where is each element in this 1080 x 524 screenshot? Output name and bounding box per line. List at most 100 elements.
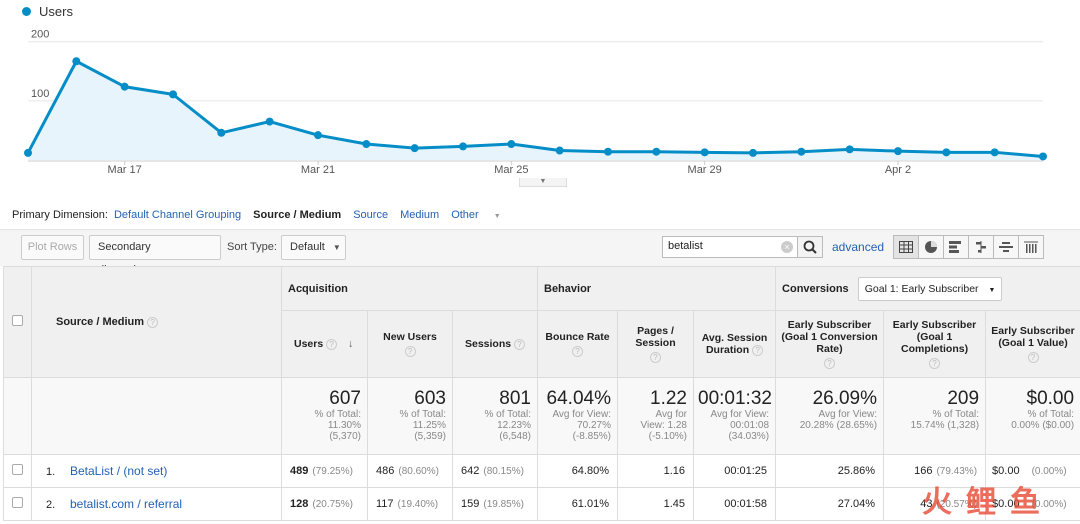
col-sessions[interactable]: Sessions ? <box>452 310 538 378</box>
help-icon[interactable]: ? <box>650 351 661 363</box>
row-source-cell: 1. BetaList / (not set) <box>31 454 282 488</box>
goal-select-dropdown[interactable]: Goal 1: Early Subscriber ▼ <box>857 276 1003 301</box>
data-point <box>217 128 226 137</box>
legend-label: Users <box>39 4 73 19</box>
col-goal1-conversion-rate[interactable]: Early Subscriber (Goal 1 Conversion Rate… <box>775 310 885 378</box>
row-bounce-rate: 61.01% <box>537 487 618 521</box>
conversions-group-header: Conversions Goal 1: Early Subscriber ▼ <box>775 266 1080 311</box>
help-icon[interactable]: ? <box>572 345 583 357</box>
data-point <box>169 90 177 99</box>
search-button[interactable] <box>797 236 823 258</box>
col-bounce-rate[interactable]: Bounce Rate? <box>537 310 618 378</box>
help-icon[interactable]: ? <box>326 338 338 350</box>
acquisition-group-header: Acquisition <box>281 266 538 311</box>
table-row: 2. betalist.com / referral 128 (20.75%) 11… <box>3 487 1080 521</box>
row-new-users: 486 (80.60%) <box>367 454 453 488</box>
row-value: $0.00 (0.00%) <box>985 487 1080 521</box>
help-icon[interactable]: ? <box>752 344 764 356</box>
row-conv-rate: 25.86% <box>775 454 885 488</box>
row-select-cell <box>3 487 32 521</box>
chevron-down-icon: ▼ <box>988 286 996 294</box>
data-point <box>72 57 81 66</box>
dim-source[interactable]: Source <box>353 209 389 221</box>
dim-medium[interactable]: Medium <box>400 209 440 221</box>
total-new-users: 603% of Total: 11.25% (5,359) <box>367 377 453 455</box>
dim-default-channel-grouping[interactable]: Default Channel Grouping <box>113 209 242 221</box>
totals-empty-cell <box>31 377 282 455</box>
col-goal1-completions[interactable]: Early Subscriber (Goal 1 Completions)? <box>883 310 987 378</box>
data-point <box>894 147 902 156</box>
sort-type-dropdown[interactable]: Default ▼ <box>281 235 346 260</box>
col-pages-session[interactable]: Pages / Session? <box>617 310 694 378</box>
x-tick-label: Mar 29 <box>688 164 722 176</box>
primary-dimension-label: Primary Dimension: <box>12 209 108 221</box>
bar-chart-icon <box>949 241 961 253</box>
pie-view-button[interactable] <box>918 235 944 259</box>
clear-search-icon[interactable]: × <box>781 241 793 253</box>
data-point <box>314 131 322 140</box>
x-tick-label: Mar 21 <box>301 164 335 176</box>
data-point <box>459 142 467 151</box>
performance-view-button[interactable] <box>943 235 969 259</box>
data-point <box>797 147 806 156</box>
row-value: $0.00 (0.00%) <box>985 454 1080 488</box>
col-users[interactable]: Users ? ↓ <box>281 310 368 378</box>
chart-legend[interactable]: Users <box>22 4 73 19</box>
term-cloud-view-button[interactable] <box>993 235 1019 259</box>
secondary-dimension-dropdown[interactable]: Secondary dimension▼ <box>89 235 221 276</box>
col-avg-duration[interactable]: Avg. Session Duration ? <box>692 310 777 378</box>
search-icon <box>803 240 817 254</box>
dimension-header[interactable]: Source / Medium ? <box>31 266 282 378</box>
row-source-link[interactable]: betalist.com / referral <box>70 497 183 511</box>
chart-plot: 200 100 Mar 17 Mar 21 Mar 25 Mar 29 Apr 2 <box>24 29 1047 176</box>
data-point <box>604 147 612 156</box>
row-users: 128 (20.75%) <box>281 487 368 521</box>
row-sessions: 159 (19.85%) <box>452 487 538 521</box>
row-source-cell: 2. betalist.com / referral <box>31 487 282 521</box>
row-source-link[interactable]: BetaList / (not set) <box>70 464 168 478</box>
data-point <box>700 148 709 157</box>
help-icon[interactable]: ? <box>404 345 416 357</box>
pivot-view-button[interactable] <box>1018 235 1044 259</box>
data-point <box>749 148 757 157</box>
collapse-chart-handle[interactable]: ▼ <box>519 178 567 187</box>
table-view-button[interactable] <box>893 235 919 259</box>
data-point <box>507 140 516 149</box>
x-tick-label: Mar 25 <box>494 164 528 176</box>
help-icon[interactable]: ? <box>929 357 941 369</box>
select-all-checkbox[interactable] <box>12 315 23 326</box>
data-point <box>410 144 419 153</box>
advanced-filter-link[interactable]: advanced <box>832 240 885 254</box>
row-checkbox[interactable] <box>12 497 23 508</box>
help-icon[interactable]: ? <box>514 338 526 350</box>
series-area <box>28 61 1043 160</box>
y-tick-label: 100 <box>31 88 49 100</box>
comparison-view-button[interactable] <box>968 235 994 259</box>
row-bounce-rate: 64.80% <box>537 454 618 488</box>
dim-other[interactable]: Other ▼ <box>451 209 501 221</box>
data-point <box>1039 152 1047 161</box>
table-search-input[interactable]: betalist <box>662 236 798 258</box>
col-goal1-value[interactable]: Early Subscriber (Goal 1 Value)? <box>985 310 1080 378</box>
total-users: 607% of Total: 11.30% (5,370) <box>281 377 368 455</box>
svg-text:鱼: 鱼 <box>1010 485 1040 520</box>
data-point <box>265 117 274 126</box>
totals-row: 607% of Total: 11.30% (5,370) 603% of Tota… <box>3 377 1080 455</box>
row-avg-duration: 00:01:25 <box>692 454 777 488</box>
row-checkbox[interactable] <box>12 464 23 475</box>
total-avg-duration: 00:01:32 Avg for View: 00:01:08 (34.03%) <box>692 377 777 455</box>
col-new-users[interactable]: New Users? <box>367 310 453 378</box>
help-icon[interactable]: ? <box>147 316 159 328</box>
plot-rows-button[interactable]: Plot Rows <box>21 235 84 260</box>
data-point <box>24 148 32 157</box>
help-icon[interactable]: ? <box>824 357 836 369</box>
svg-text:火: 火 <box>922 485 952 520</box>
row-pages-session: 1.45 <box>617 487 694 521</box>
watermark-logo: 火 鲤 鱼 <box>922 485 1040 520</box>
chevron-down-icon: ▼ <box>493 213 501 220</box>
series-line-users <box>26 59 1044 158</box>
data-point <box>990 148 999 157</box>
help-icon[interactable]: ? <box>1027 351 1039 363</box>
total-conv-rate: 26.09% Avg for View: 20.28% (28.65%) <box>775 377 885 455</box>
dim-source-medium[interactable]: Source / Medium <box>253 209 342 221</box>
